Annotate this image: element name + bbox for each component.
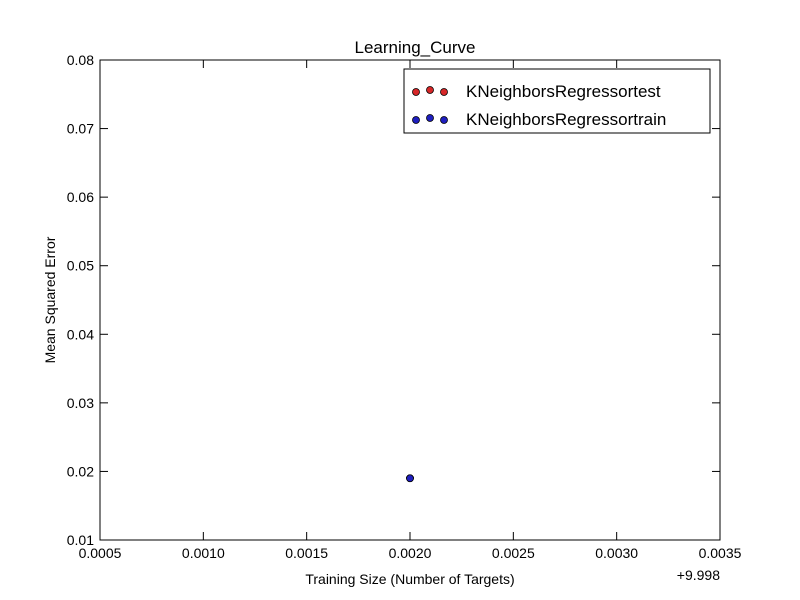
plot-area <box>99 59 721 541</box>
data-points <box>406 474 414 483</box>
y-axis-ticks: 0.01 0.02 0.03 0.04 0.05 0.06 0.07 0.08 <box>67 52 720 548</box>
x-axis-ticks: 0.0005 0.0010 0.0015 0.0020 0.0025 0.0030 0.00… <box>79 60 742 561</box>
x-axis-offset-label: +9.998 <box>677 567 720 583</box>
legend-marker <box>440 116 448 124</box>
x-axis-label: Training Size (Number of Targets) <box>305 571 514 587</box>
data-point <box>406 474 414 483</box>
y-tick-label: 0.03 <box>67 395 94 411</box>
legend-marker <box>412 116 420 124</box>
x-tick-label: 0.0020 <box>389 545 432 561</box>
x-tick-label: 0.0030 <box>595 545 638 561</box>
y-tick-label: 0.04 <box>67 326 94 342</box>
x-tick-label: 0.0010 <box>182 545 225 561</box>
y-tick-label: 0.02 <box>67 463 94 479</box>
y-tick-label: 0.01 <box>67 532 94 548</box>
legend-marker <box>412 88 420 96</box>
legend-marker <box>440 88 448 96</box>
legend-label: KNeighborsRegressortrain <box>466 110 666 129</box>
x-tick-label: 0.0015 <box>285 545 328 561</box>
legend-marker <box>426 86 434 94</box>
legend-label: KNeighborsRegressortest <box>466 82 661 101</box>
legend-box <box>403 68 711 134</box>
y-tick-label: 0.06 <box>67 189 94 205</box>
chart-title: Learning_Curve <box>355 38 476 57</box>
y-axis-label: Mean Squared Error <box>42 236 58 363</box>
x-tick-label: 0.0035 <box>699 545 742 561</box>
legend-marker <box>426 114 434 122</box>
y-tick-label: 0.05 <box>67 258 94 274</box>
legend: KNeighborsRegressortest KNeighborsRegress… <box>403 68 711 134</box>
x-tick-label: 0.0005 <box>79 545 122 561</box>
y-tick-label: 0.07 <box>67 121 94 137</box>
y-tick-label: 0.08 <box>67 52 94 68</box>
x-tick-label: 0.0025 <box>492 545 535 561</box>
